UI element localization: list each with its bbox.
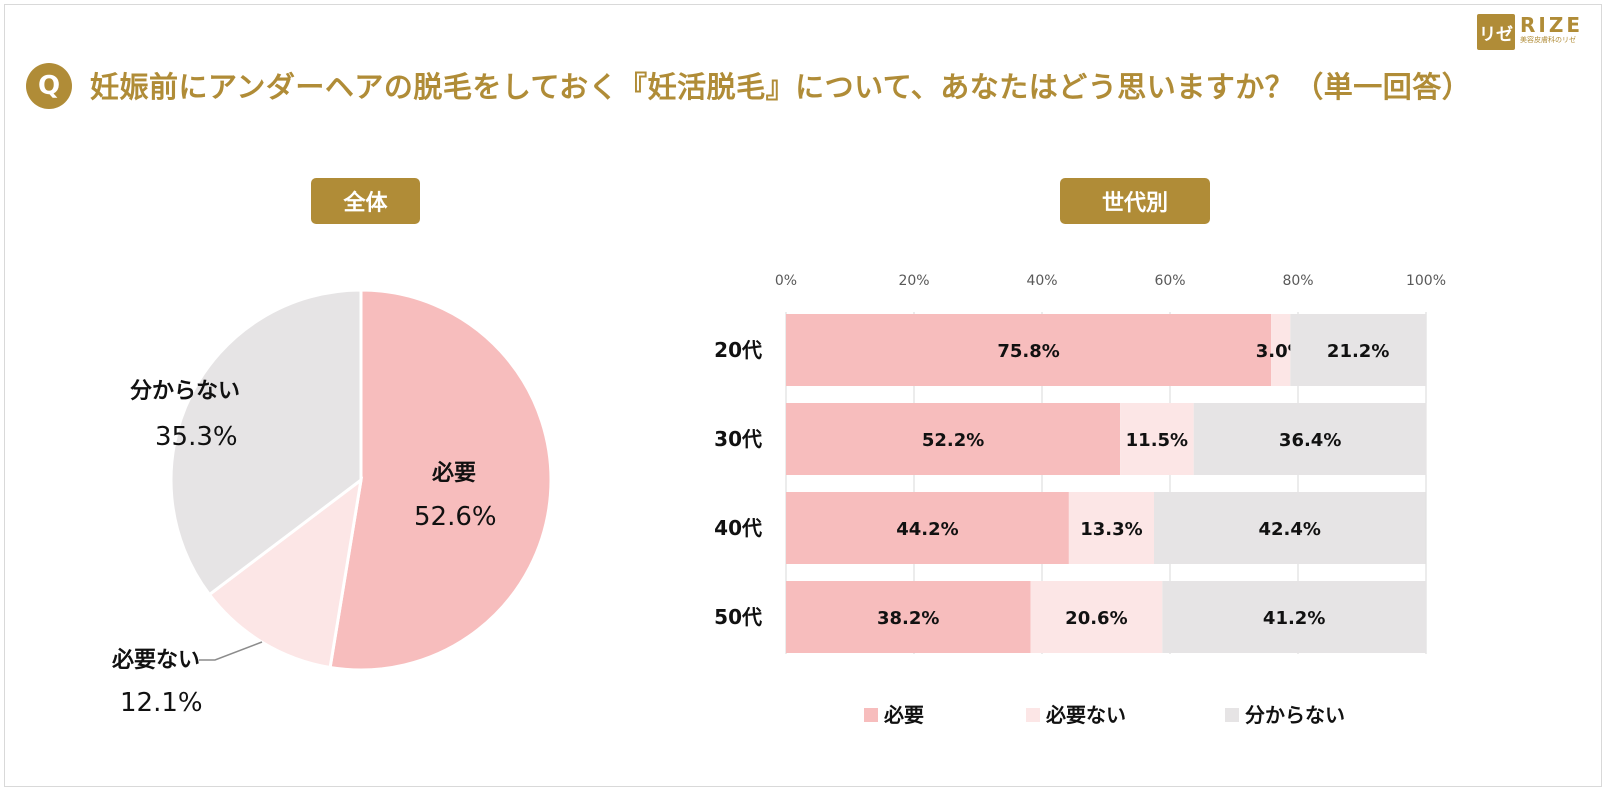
category-label: 30代 [714, 427, 762, 451]
question-title: 妊娠前にアンダーヘアの脱毛をしておく『妊活脱毛』について、あなたはどう思いますか… [90, 70, 1472, 104]
pie-value-needed: 52.6% [414, 502, 497, 532]
bar-data-label: 52.2% [922, 430, 984, 451]
bar-segment-unknown [1290, 314, 1426, 386]
pie-leader-line [199, 641, 263, 661]
generation-section-label: 世代別 [1060, 178, 1210, 224]
logo-text: RIZE 美容皮膚科のリゼ [1520, 14, 1583, 45]
pie-label-needed: 必要 [432, 461, 477, 486]
rize-logo: リゼ RIZE 美容皮膚科のリゼ [1477, 14, 1583, 50]
legend-swatch [1026, 708, 1040, 722]
bar-segment-needed [786, 492, 1069, 564]
legend-label: 分からない [1245, 703, 1345, 727]
x-tick-label: 100% [1406, 273, 1446, 289]
legend-swatch [1225, 708, 1239, 722]
logo-word: RIZE [1520, 13, 1584, 37]
pie-value-not-needed: 12.1% [120, 688, 203, 718]
bar-data-label: 13.3% [1080, 519, 1142, 540]
legend-label: 必要 [883, 703, 924, 727]
x-tick-label: 40% [1026, 273, 1057, 289]
x-tick-label: 80% [1282, 273, 1313, 289]
pie-label-not-needed: 必要ない [112, 648, 201, 673]
bar-segment-unknown [1154, 492, 1426, 564]
bar-segment-not-needed [1120, 403, 1194, 475]
bar-segment-not-needed [1068, 492, 1154, 564]
bar-data-label: 75.8% [997, 341, 1059, 362]
pie-slice-needed [328, 288, 553, 672]
bar-data-label: 38.2% [877, 608, 939, 629]
category-label: 20代 [714, 338, 762, 362]
logo-mark: リゼ [1477, 14, 1515, 50]
pie-value-unknown: 35.3% [155, 422, 238, 452]
bar-data-label: 20.6% [1065, 608, 1127, 629]
generation-stacked-bar-chart: 0% 20% 40% 60% 80% 100%20代 75.8% 3.0% 21.2%30代 52… [714, 273, 1446, 727]
bar-segment-not-needed [1030, 581, 1163, 653]
x-tick-label: 0% [775, 273, 797, 289]
bar-segment-needed [786, 314, 1272, 386]
bar-data-label: 11.5% [1126, 430, 1188, 451]
legend-label: 必要ない [1045, 703, 1126, 727]
pie-slice-not-needed [207, 476, 364, 670]
slide-frame [4, 4, 1602, 787]
pie-label-unknown: 分からない [130, 379, 241, 404]
bar-data-label: 42.4% [1258, 519, 1320, 540]
legend-swatch [864, 708, 878, 722]
question-badge: Q [26, 63, 72, 109]
x-tick-label: 60% [1154, 273, 1185, 289]
overall-section-label: 全体 [311, 178, 420, 224]
bar-segment-unknown [1162, 581, 1426, 653]
bar-data-label: 21.2% [1327, 341, 1389, 362]
category-label: 50代 [714, 605, 762, 629]
bar-segment-needed [786, 581, 1031, 653]
bar-data-label: 36.4% [1279, 430, 1341, 451]
pie-slice-unknown [169, 288, 363, 597]
category-label: 40代 [714, 516, 762, 540]
bar-segment-needed [786, 403, 1121, 475]
logo-subtitle: 美容皮膚科のリゼ [1520, 36, 1576, 44]
bar-data-label: 44.2% [896, 519, 958, 540]
bar-segment-unknown [1193, 403, 1427, 475]
bar-segment-not-needed [1271, 314, 1291, 386]
bar-data-label: 41.2% [1263, 608, 1325, 629]
x-tick-label: 20% [898, 273, 929, 289]
overall-pie-chart [169, 288, 553, 672]
